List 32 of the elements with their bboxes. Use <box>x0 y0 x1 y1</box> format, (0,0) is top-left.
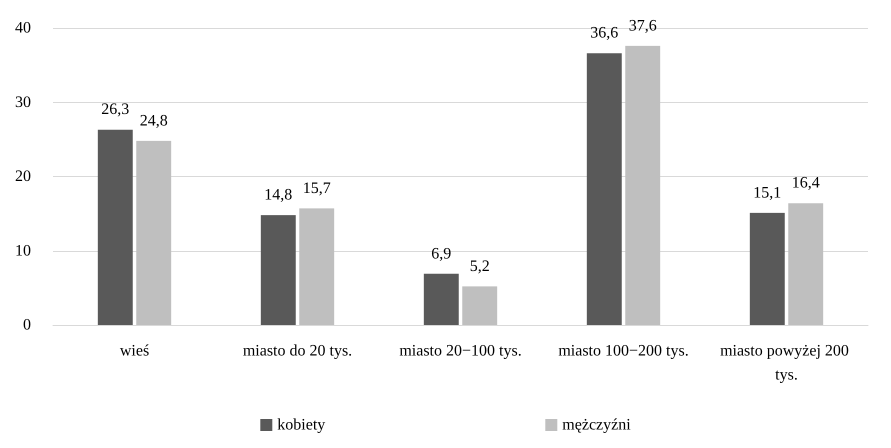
y-tick-label: 40 <box>15 20 31 36</box>
bar <box>424 274 459 325</box>
data-label: 5,2 <box>470 258 490 275</box>
bar <box>299 208 334 325</box>
y-tick-label: 0 <box>23 316 31 334</box>
data-label: 36,6 <box>590 24 618 42</box>
y-tick-label: 10 <box>15 242 31 260</box>
data-label: 14,8 <box>264 186 292 204</box>
data-label: 24,8 <box>140 112 168 130</box>
y-tick-label: 20 <box>15 168 31 185</box>
bar <box>260 215 296 325</box>
bar <box>625 46 660 325</box>
x-tick-label: miasto 100−200 tys. <box>558 342 689 360</box>
y-tick-label: 30 <box>15 94 31 111</box>
bar <box>586 53 622 325</box>
data-label: 16,4 <box>792 174 820 192</box>
x-tick-label: miasto 20−100 tys. <box>399 342 522 360</box>
data-label: 6,9 <box>431 245 452 262</box>
data-label: 37,6 <box>628 17 657 34</box>
bar <box>788 203 824 325</box>
bar <box>136 140 172 325</box>
x-tick-label: wieś <box>120 342 150 360</box>
data-label: 15,7 <box>302 180 331 197</box>
x-tick-label: miasto do 20 tys. <box>242 342 352 360</box>
data-label: 15,1 <box>753 184 782 202</box>
bar <box>462 286 498 325</box>
x-tick-label: miasto powyżej 200 tys. <box>720 342 853 384</box>
legend-label: mężczyźni <box>562 416 632 434</box>
bar <box>98 130 133 325</box>
bar <box>750 212 785 325</box>
data-label: 26,3 <box>101 101 130 118</box>
legend-label: kobiety <box>277 416 326 434</box>
